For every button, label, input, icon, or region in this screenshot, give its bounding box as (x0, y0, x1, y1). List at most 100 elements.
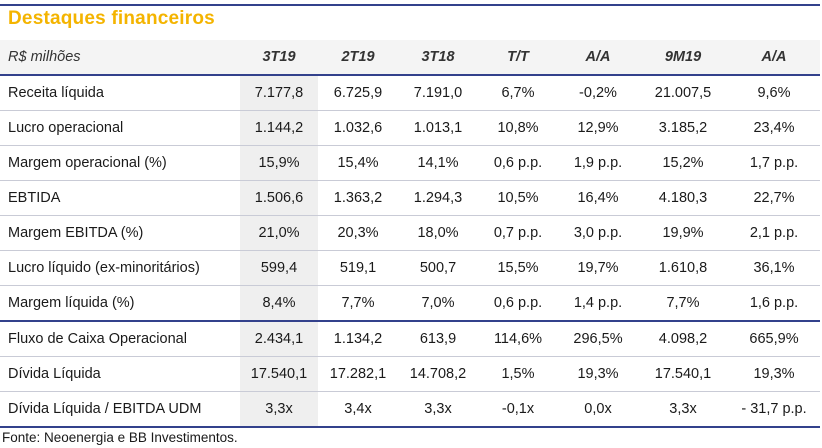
table-row: Dívida Líquida 17.540,1 17.282,1 14.708,2 1,… (0, 356, 820, 392)
table-row: EBTIDA 1.506,6 1.363,2 1.294,3 10,5% 16,4% 4.1… (0, 180, 820, 216)
table-cell: 10,5% (478, 180, 558, 216)
table-cell: 2,1 p.p. (728, 215, 820, 251)
table-cell: 599,4 (240, 250, 318, 286)
table-cell: 1,4 p.p. (558, 285, 638, 322)
table-cell: 519,1 (318, 250, 398, 286)
table-cell: 500,7 (398, 250, 478, 286)
table-cell: 1,9 p.p. (558, 145, 638, 181)
table-cell: 15,9% (240, 145, 318, 181)
table-cell: 1.506,6 (240, 180, 318, 216)
row-label: Margem líquida (%) (0, 285, 240, 322)
page-title: Destaques financeiros (8, 8, 215, 29)
table-cell: 15,4% (318, 145, 398, 181)
table-cell: - 31,7 p.p. (728, 391, 820, 428)
table-cell: 1.013,1 (398, 110, 478, 146)
table-cell: 22,7% (728, 180, 820, 216)
table-cell: 3,0 p.p. (558, 215, 638, 251)
table-cell: 19,3% (728, 356, 820, 392)
row-label: EBTIDA (0, 180, 240, 216)
row-label: Margem operacional (%) (0, 145, 240, 181)
table-cell: 2.434,1 (240, 321, 318, 357)
column-header: 3T18 (398, 40, 478, 76)
top-divider (0, 4, 820, 6)
table-cell: 16,4% (558, 180, 638, 216)
table-cell: 7.191,0 (398, 75, 478, 111)
table-cell: 15,5% (478, 250, 558, 286)
table-cell: 1.363,2 (318, 180, 398, 216)
table-cell: 0,7 p.p. (478, 215, 558, 251)
table-cell: 7,0% (398, 285, 478, 322)
table-row: Fluxo de Caixa Operacional 2.434,1 1.134,2… (0, 321, 820, 357)
table-cell: 6,7% (478, 75, 558, 111)
table-cell: 12,9% (558, 110, 638, 146)
row-label: Lucro líquido (ex-minoritários) (0, 250, 240, 286)
table-cell: 613,9 (398, 321, 478, 357)
table-cell: 21.007,5 (638, 75, 728, 111)
table-cell: 1,7 p.p. (728, 145, 820, 181)
table-cell: 1.610,8 (638, 250, 728, 286)
table-row: Margem operacional (%) 15,9% 15,4% 14,1% 0,6… (0, 145, 820, 181)
table-cell: 3,3x (398, 391, 478, 428)
row-label: Margem EBITDA (%) (0, 215, 240, 251)
column-header: 2T19 (318, 40, 398, 76)
table-cell: 17.540,1 (240, 356, 318, 392)
table-cell: 665,9% (728, 321, 820, 357)
column-header: A/A (558, 40, 638, 76)
table-cell: 0,6 p.p. (478, 285, 558, 322)
table-cell: 21,0% (240, 215, 318, 251)
table-cell: 7.177,8 (240, 75, 318, 111)
table-cell: 1.144,2 (240, 110, 318, 146)
table-cell: 19,3% (558, 356, 638, 392)
financial-table: R$ milhões 3T19 2T19 3T18 T/T A/A 9M19 A… (0, 40, 820, 428)
source-note: Fonte: Neoenergia e BB Investimentos. (2, 430, 238, 445)
table-cell: 17.282,1 (318, 356, 398, 392)
column-header: R$ milhões (0, 40, 240, 76)
table-cell: 19,7% (558, 250, 638, 286)
table-cell: 4.180,3 (638, 180, 728, 216)
table-cell: 3,3x (240, 391, 318, 428)
table-cell: 1,5% (478, 356, 558, 392)
table-cell: -0,2% (558, 75, 638, 111)
table-row: Margem EBITDA (%) 21,0% 20,3% 18,0% 0,7 p.p.… (0, 215, 820, 251)
table-cell: 3.185,2 (638, 110, 728, 146)
table-cell: 15,2% (638, 145, 728, 181)
column-header: 9M19 (638, 40, 728, 76)
row-label: Dívida Líquida / EBITDA UDM (0, 391, 240, 428)
column-header: T/T (478, 40, 558, 76)
table-cell: 9,6% (728, 75, 820, 111)
row-label: Fluxo de Caixa Operacional (0, 321, 240, 357)
table-cell: 1.294,3 (398, 180, 478, 216)
table-cell: 19,9% (638, 215, 728, 251)
table-row: Lucro operacional 1.144,2 1.032,6 1.013,1 10… (0, 110, 820, 146)
table-cell: 7,7% (638, 285, 728, 322)
table-cell: 10,8% (478, 110, 558, 146)
table-cell: 0,0x (558, 391, 638, 428)
table-cell: 114,6% (478, 321, 558, 357)
table-header-row: R$ milhões 3T19 2T19 3T18 T/T A/A 9M19 A… (0, 40, 820, 76)
table-cell: 14.708,2 (398, 356, 478, 392)
row-label: Lucro operacional (0, 110, 240, 146)
table-cell: 0,6 p.p. (478, 145, 558, 181)
table-cell: -0,1x (478, 391, 558, 428)
table-cell: 23,4% (728, 110, 820, 146)
column-header: A/A (728, 40, 820, 76)
table-cell: 7,7% (318, 285, 398, 322)
table-cell: 17.540,1 (638, 356, 728, 392)
table-cell: 3,3x (638, 391, 728, 428)
table-cell: 6.725,9 (318, 75, 398, 111)
table-row: Lucro líquido (ex-minoritários) 599,4 519,… (0, 250, 820, 286)
table-cell: 1,6 p.p. (728, 285, 820, 322)
table-cell: 14,1% (398, 145, 478, 181)
table-cell: 4.098,2 (638, 321, 728, 357)
table-cell: 3,4x (318, 391, 398, 428)
table-cell: 20,3% (318, 215, 398, 251)
table-cell: 1.032,6 (318, 110, 398, 146)
row-label: Receita líquida (0, 75, 240, 111)
table-row: Dívida Líquida / EBITDA UDM 3,3x 3,4x 3,3x -… (0, 391, 820, 428)
table-cell: 1.134,2 (318, 321, 398, 357)
row-label: Dívida Líquida (0, 356, 240, 392)
table-row: Margem líquida (%) 8,4% 7,7% 7,0% 0,6 p.p. 1,… (0, 285, 820, 322)
table-cell: 8,4% (240, 285, 318, 322)
table-row: Receita líquida 7.177,8 6.725,9 7.191,0 6,7%… (0, 75, 820, 111)
